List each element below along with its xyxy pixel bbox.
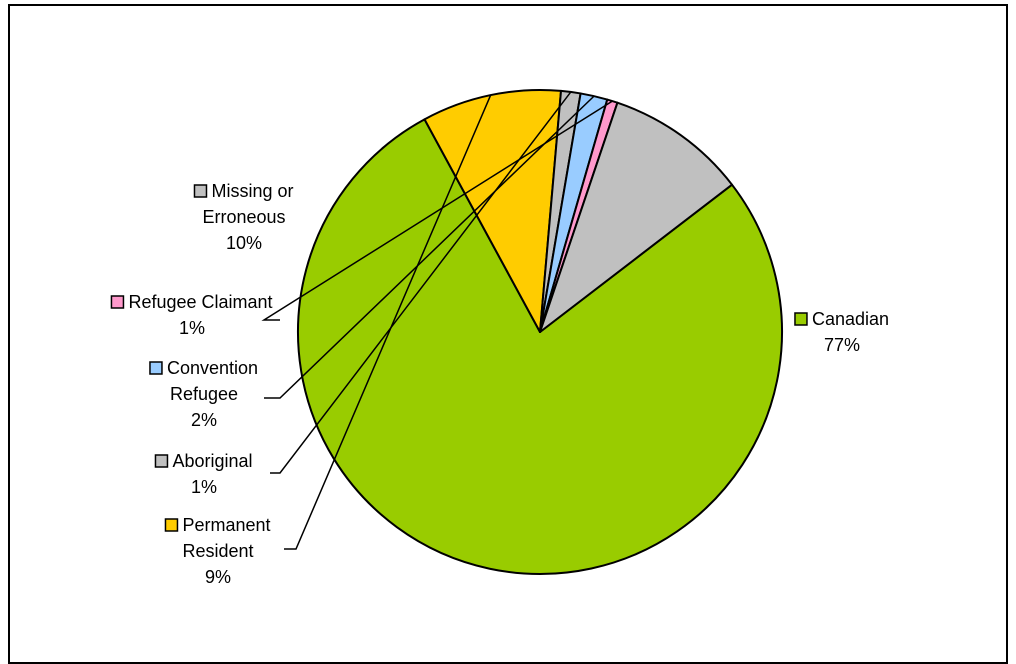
data-label-category: Resident bbox=[182, 541, 253, 561]
data-label: Convention Refugee 2% bbox=[149, 358, 258, 430]
legend-key-swatch bbox=[794, 312, 808, 326]
leader-line bbox=[261, 100, 613, 321]
data-label-percent: 1% bbox=[179, 318, 205, 338]
pie-slice-missing-or-erroneous bbox=[539, 101, 733, 333]
data-label: Permanent Resident 9% bbox=[164, 515, 271, 587]
data-label-percent: 77% bbox=[824, 335, 860, 355]
pie-slice-canadian bbox=[297, 118, 783, 575]
data-label-percent: 2% bbox=[191, 410, 217, 430]
pie-slices bbox=[297, 89, 783, 575]
data-label: Missing or Erroneous 10% bbox=[193, 181, 294, 253]
data-label: Refugee Claimant 1% bbox=[110, 292, 273, 338]
data-label: Canadian 77% bbox=[794, 309, 889, 355]
data-label-category: Aboriginal bbox=[172, 451, 252, 471]
data-label-category: Erroneous bbox=[202, 207, 285, 227]
legend-key-swatch bbox=[154, 454, 169, 468]
data-label-category: Permanent bbox=[182, 515, 270, 535]
leader-lines bbox=[261, 91, 613, 550]
data-label-category: Refugee Claimant bbox=[128, 292, 272, 312]
legend-key-swatch bbox=[193, 184, 208, 198]
legend-key-swatch bbox=[110, 295, 125, 309]
data-labels: Canadian 77% Permanent Resident 9% Aboriginal… bbox=[110, 181, 889, 587]
data-label-percent: 9% bbox=[205, 567, 231, 587]
data-label-percent: 1% bbox=[191, 477, 217, 497]
pie-chart: Canadian 77% Permanent Resident 9% Aboriginal… bbox=[110, 89, 889, 587]
legend-key-swatch bbox=[149, 361, 163, 375]
data-label-category: Convention bbox=[167, 358, 258, 378]
data-label-category: Refugee bbox=[170, 384, 238, 404]
data-label: Aboriginal 1% bbox=[154, 451, 253, 497]
legend-key-swatch bbox=[164, 518, 179, 532]
leader-line bbox=[284, 94, 492, 550]
data-label-category: Missing or bbox=[211, 181, 293, 201]
leader-line bbox=[264, 95, 595, 399]
data-label-percent: 10% bbox=[226, 233, 262, 253]
data-label-category: Canadian bbox=[812, 309, 889, 329]
leader-line bbox=[270, 91, 572, 474]
